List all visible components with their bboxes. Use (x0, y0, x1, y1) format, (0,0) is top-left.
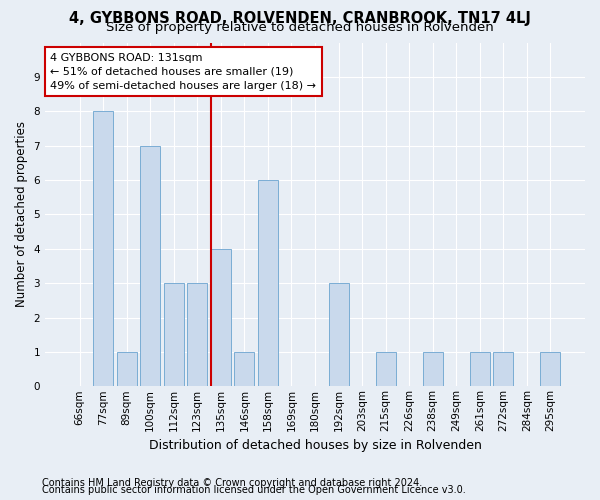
Bar (493, 352, 514, 386)
Bar (235, 352, 254, 386)
Y-axis label: Number of detached properties: Number of detached properties (15, 122, 28, 308)
X-axis label: Distribution of detached houses by size in Rolvenden: Distribution of detached houses by size … (149, 440, 481, 452)
Bar (470, 352, 490, 386)
Bar (423, 352, 443, 386)
Text: 4 GYBBONS ROAD: 131sqm
← 51% of detached houses are smaller (19)
49% of semi-det: 4 GYBBONS ROAD: 131sqm ← 51% of detached… (50, 53, 316, 91)
Bar (164, 283, 184, 387)
Bar (376, 352, 395, 386)
Bar (211, 249, 231, 386)
Bar (140, 146, 160, 386)
Bar (187, 283, 208, 387)
Text: Contains HM Land Registry data © Crown copyright and database right 2024.: Contains HM Land Registry data © Crown c… (42, 478, 422, 488)
Text: 4, GYBBONS ROAD, ROLVENDEN, CRANBROOK, TN17 4LJ: 4, GYBBONS ROAD, ROLVENDEN, CRANBROOK, T… (69, 11, 531, 26)
Bar (93, 112, 113, 386)
Text: Size of property relative to detached houses in Rolvenden: Size of property relative to detached ho… (106, 22, 494, 35)
Text: Contains public sector information licensed under the Open Government Licence v3: Contains public sector information licen… (42, 485, 466, 495)
Bar (329, 283, 349, 387)
Bar (116, 352, 137, 386)
Bar (258, 180, 278, 386)
Bar (541, 352, 560, 386)
